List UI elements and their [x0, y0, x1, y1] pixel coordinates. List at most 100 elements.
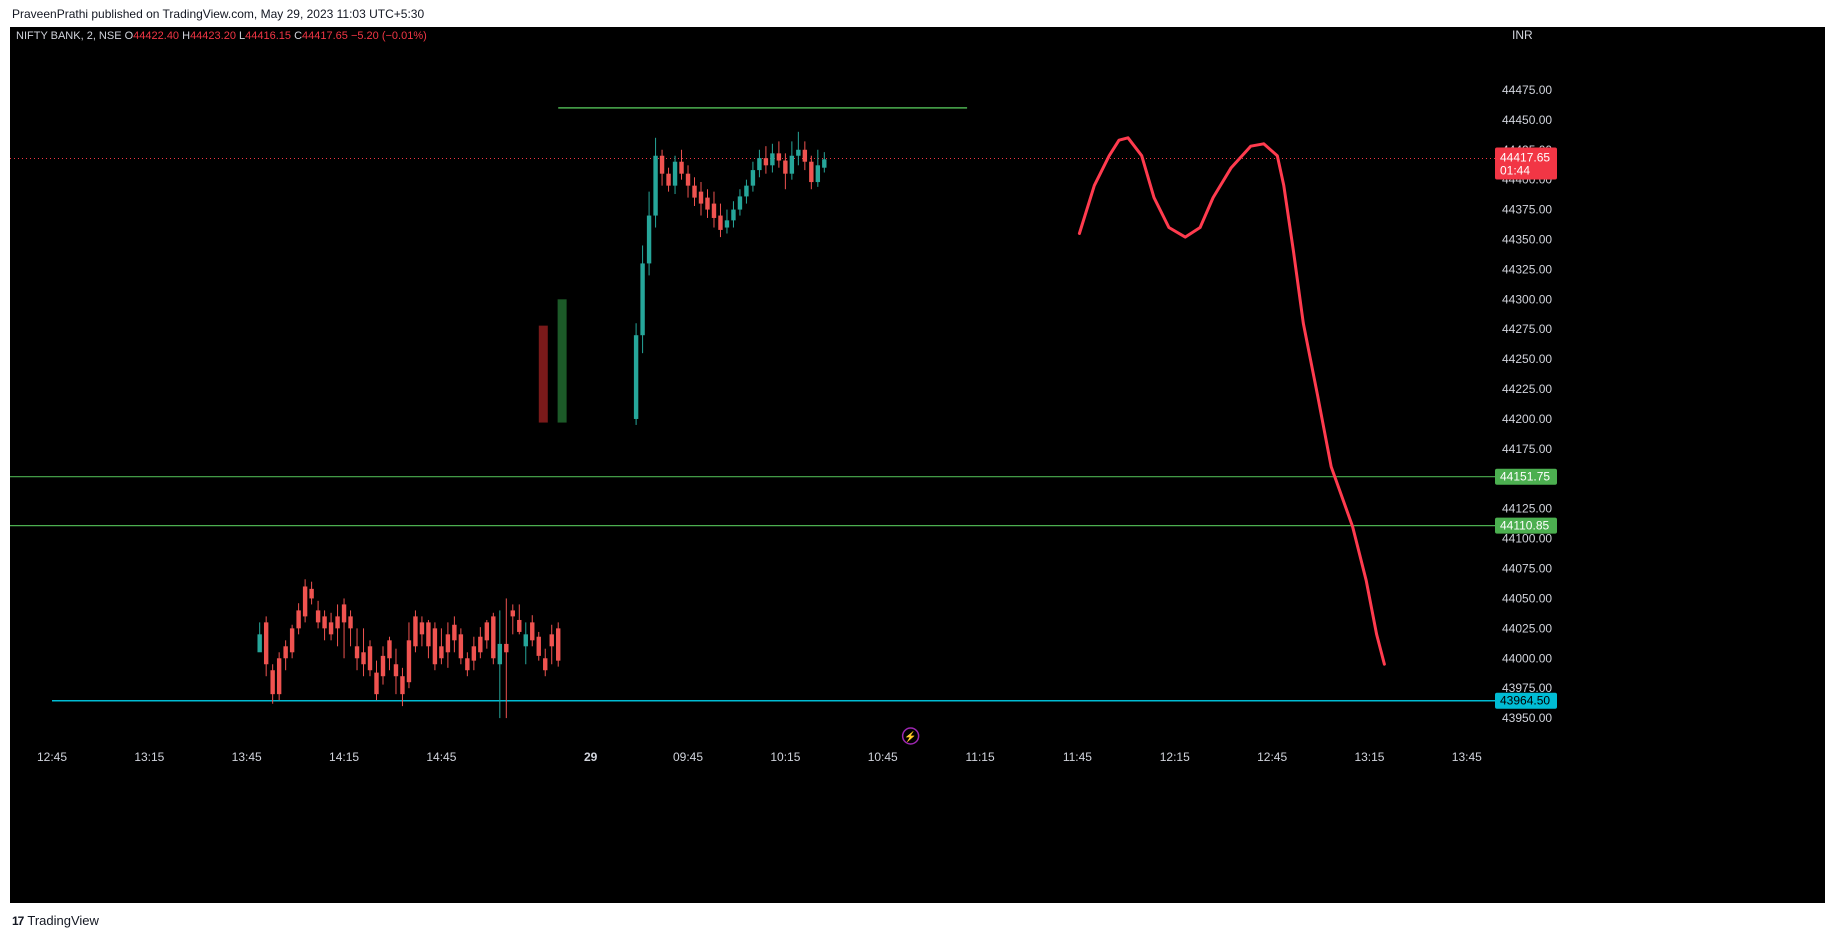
- brand-name[interactable]: TradingView: [27, 913, 99, 928]
- candle-body: [335, 616, 340, 629]
- y-tick-label: 44000.00: [1502, 651, 1552, 665]
- support-price-tag-bg: [1495, 692, 1557, 709]
- candle-body: [666, 173, 671, 186]
- candle-body: [341, 604, 347, 623]
- support-price-tag: 43964.50: [1500, 694, 1550, 708]
- candle-body: [789, 155, 795, 174]
- candle-body: [646, 215, 652, 264]
- ohlc-open-key: O: [125, 30, 134, 42]
- candle-body: [270, 670, 275, 695]
- candle-body: [517, 619, 522, 632]
- y-tick-label: 44325.00: [1502, 262, 1552, 276]
- candle-body: [763, 158, 769, 166]
- level-price-tag-bg: [1495, 468, 1557, 485]
- y-tick-label: 43950.00: [1502, 711, 1552, 725]
- ohlc-open: 44422.40: [133, 30, 182, 42]
- y-tick-label: 44450.00: [1502, 113, 1552, 127]
- candle-body: [380, 655, 386, 677]
- candle-body: [263, 622, 269, 665]
- candle-body: [478, 636, 483, 653]
- x-tick-label: 14:45: [426, 750, 456, 764]
- candle-body: [439, 646, 444, 659]
- y-tick-label: 44075.00: [1502, 562, 1552, 576]
- ohlc-high-key: H: [182, 30, 190, 42]
- candle-body: [543, 658, 548, 671]
- x-tick-label: 10:15: [770, 750, 800, 764]
- candle-body: [750, 170, 756, 186]
- x-tick-label: 29: [584, 750, 598, 764]
- x-tick-label: 11:45: [1063, 750, 1092, 764]
- footer: 17 TradingView: [12, 913, 99, 928]
- candle-body: [659, 155, 665, 174]
- candle-body: [426, 622, 431, 647]
- candle-body: [692, 185, 697, 198]
- candle-body: [354, 646, 360, 659]
- candle-body: [283, 646, 288, 659]
- candle-body: [406, 640, 412, 683]
- candle-body: [653, 155, 658, 216]
- bar-countdown: 01:44: [1500, 164, 1530, 178]
- last-price-tag-bg: [1495, 147, 1557, 180]
- hand-drawn-projection: [1077, 136, 1386, 666]
- candle-body: [815, 165, 821, 183]
- x-tick-label: 12:45: [37, 750, 67, 764]
- candle-body: [757, 158, 762, 171]
- tradingview-logo-icon: 17: [12, 913, 24, 928]
- candle-body: [374, 672, 379, 695]
- candle-body: [328, 622, 334, 635]
- event-marker-glyph: ⚡: [904, 730, 916, 743]
- candle-body: [465, 658, 470, 671]
- y-tick-label: 44225.00: [1502, 382, 1552, 396]
- candle-body: [302, 586, 308, 617]
- y-tick-label: 44125.00: [1502, 502, 1552, 516]
- candle-body: [322, 616, 327, 629]
- candle-body: [393, 664, 399, 677]
- y-tick-label: 44350.00: [1502, 232, 1552, 246]
- y-tick-label: 44200.00: [1502, 412, 1552, 426]
- ohlc-low: 44416.15: [245, 30, 294, 42]
- candle-body: [718, 215, 723, 230]
- bar-block: [557, 299, 567, 423]
- candle-body: [731, 209, 736, 221]
- x-tick-label: 13:15: [134, 750, 164, 764]
- candle-body: [484, 622, 490, 641]
- candle-body: [257, 634, 262, 653]
- candle-body: [724, 220, 730, 228]
- published-info: PraveenPrathi published on TradingView.c…: [12, 7, 425, 21]
- candle-body: [705, 197, 710, 210]
- price-chart[interactable]: NIFTY BANK, 2, NSE O44422.40 H44423.20 L…: [10, 27, 1825, 903]
- candle-body: [504, 643, 509, 653]
- x-tick-label: 13:45: [1452, 750, 1482, 764]
- candle-body: [452, 624, 457, 641]
- x-tick-label: 13:15: [1354, 750, 1384, 764]
- candle-body: [822, 159, 827, 168]
- currency-label: INR: [1512, 28, 1533, 42]
- y-tick-label: 43975.00: [1502, 681, 1552, 695]
- x-tick-label: 09:45: [673, 750, 703, 764]
- chart-panel[interactable]: NIFTY BANK, 2, NSE O44422.40 H44423.20 L…: [10, 27, 1825, 903]
- level-price-tag: 44151.75: [1500, 470, 1550, 484]
- candle-body: [348, 616, 353, 629]
- candle-body: [361, 652, 366, 665]
- candle-body: [776, 153, 782, 161]
- level-price-tag: 44110.85: [1500, 519, 1549, 533]
- candle-body: [802, 149, 808, 162]
- x-tick-label: 10:45: [868, 750, 898, 764]
- ohlc-legend[interactable]: NIFTY BANK, 2, NSE O44422.40 H44423.20 L…: [16, 30, 427, 42]
- ohlc-close-key: C: [294, 30, 302, 42]
- level-price-tag-bg: [1495, 517, 1557, 534]
- candle-body: [633, 335, 639, 419]
- candle-body: [549, 634, 554, 647]
- candle-body: [679, 161, 684, 174]
- last-price-tag: 44417.65: [1500, 151, 1550, 165]
- publish-header: PraveenPrathi published on TradingView.c…: [0, 0, 1834, 27]
- symbol-label: NIFTY BANK, 2, NSE: [16, 30, 125, 42]
- candle-body: [685, 173, 691, 186]
- ohlc-low-key: L: [239, 30, 245, 42]
- candle-body: [276, 658, 282, 695]
- y-tick-label: 44475.00: [1502, 83, 1552, 97]
- y-tick-label: 44300.00: [1502, 292, 1552, 306]
- candle-body: [400, 676, 405, 695]
- candle-body: [497, 643, 503, 665]
- y-tick-label: 44025.00: [1502, 621, 1552, 635]
